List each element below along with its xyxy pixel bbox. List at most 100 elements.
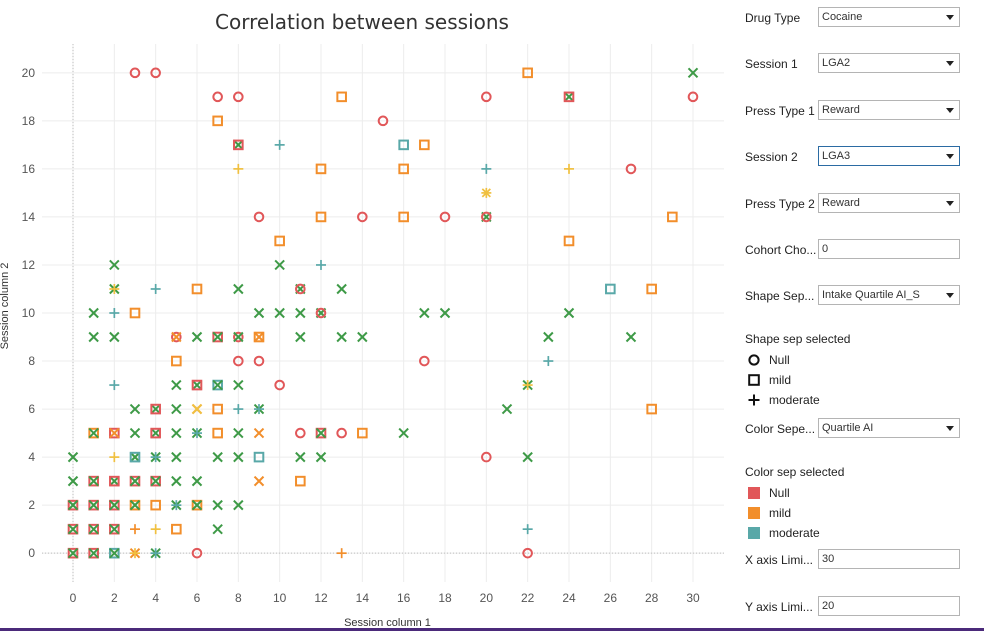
data-point[interactable] [419,139,430,151]
x-axis-limit-input[interactable]: 30 [818,549,960,569]
drug-type-dropdown[interactable]: Cocaine [818,7,960,27]
data-point[interactable] [357,427,368,439]
data-point[interactable] [88,523,99,535]
data-point[interactable] [130,548,140,559]
data-point[interactable] [171,379,182,391]
data-point[interactable] [150,427,161,439]
data-point[interactable] [254,404,264,415]
data-point[interactable] [522,524,533,535]
data-point[interactable] [171,523,182,535]
press-type-1-dropdown[interactable]: Reward [818,100,960,120]
data-point[interactable] [563,235,575,247]
data-point[interactable] [109,427,120,439]
data-point[interactable] [171,500,182,511]
data-point[interactable] [439,307,451,319]
data-point[interactable] [315,427,327,439]
data-point[interactable] [212,115,223,127]
data-point[interactable] [88,475,99,487]
data-point[interactable] [129,499,141,511]
data-point[interactable] [295,427,306,439]
data-point[interactable] [88,547,99,559]
data-point[interactable] [129,499,141,511]
data-point[interactable] [295,283,306,295]
data-point[interactable] [191,475,203,487]
data-point[interactable] [109,547,120,559]
scatter-chart[interactable]: Correlation between sessions 0 2 4 6 8 10 12 14… [0,0,735,631]
data-point[interactable] [274,259,285,271]
data-point[interactable] [88,427,99,439]
data-point[interactable] [171,451,182,463]
data-point[interactable] [191,283,203,295]
data-point[interactable] [88,307,99,319]
data-point[interactable] [88,499,99,511]
data-point[interactable] [150,427,161,439]
data-point[interactable] [109,475,120,487]
data-point[interactable] [67,451,79,463]
data-point[interactable] [191,547,203,559]
data-point[interactable] [253,427,265,439]
data-point[interactable] [336,331,347,343]
data-point[interactable] [191,499,203,511]
data-point[interactable] [67,499,79,511]
data-point[interactable] [233,331,244,343]
data-point[interactable] [212,403,223,415]
data-point[interactable] [67,547,79,559]
data-point[interactable] [274,139,285,150]
data-point[interactable] [315,163,327,175]
data-point[interactable] [67,547,79,559]
data-point[interactable] [233,139,244,151]
data-point[interactable] [109,523,120,535]
chart-plot-area[interactable]: 0 2 4 6 8 10 12 14 16 18 20 22 24 26 28 300246810121416… [0,0,735,631]
data-point[interactable] [67,523,79,535]
data-point[interactable] [253,331,265,343]
data-point[interactable] [398,139,409,151]
data-point[interactable] [171,331,182,343]
data-point[interactable] [315,307,327,319]
data-point[interactable] [336,91,347,103]
data-point[interactable] [109,523,120,535]
data-point[interactable] [253,355,265,367]
data-point[interactable] [67,523,79,535]
data-point[interactable] [253,211,265,223]
data-point[interactable] [129,475,141,487]
y-axis-limit-input[interactable]: 20 [818,596,960,616]
data-point[interactable] [357,331,368,343]
data-point[interactable] [109,452,120,463]
data-point[interactable] [563,307,575,319]
data-point[interactable] [109,547,120,559]
data-point[interactable] [233,355,244,367]
data-point[interactable] [357,211,368,223]
data-point[interactable] [233,139,244,151]
data-point[interactable] [295,451,306,463]
data-point[interactable] [150,283,161,294]
data-point[interactable] [88,523,99,535]
data-point[interactable] [253,307,265,319]
data-point[interactable] [67,499,79,511]
data-point[interactable] [191,379,203,391]
data-point[interactable] [687,67,699,79]
color-sep-dropdown[interactable]: Quartile AI [818,418,960,438]
data-point[interactable] [212,379,223,391]
shape-sep-dropdown[interactable]: Intake Quartile AI_S [818,285,960,305]
data-point[interactable] [212,331,223,343]
data-point[interactable] [171,331,182,343]
data-point[interactable] [253,451,265,463]
data-point[interactable] [88,499,99,511]
data-point[interactable] [171,427,182,439]
data-point[interactable] [625,163,637,175]
data-point[interactable] [233,163,244,174]
data-point[interactable] [646,403,657,415]
data-point[interactable] [150,403,161,415]
data-point[interactable] [150,524,161,535]
data-point[interactable] [233,331,244,343]
data-point[interactable] [233,379,244,391]
data-point[interactable] [88,475,99,487]
data-point[interactable] [212,427,223,439]
data-point[interactable] [191,403,203,415]
data-point[interactable] [233,283,244,295]
data-point[interactable] [522,547,533,559]
data-point[interactable] [212,499,223,511]
data-point[interactable] [212,523,223,535]
data-point[interactable] [233,451,244,463]
data-point[interactable] [130,524,140,535]
